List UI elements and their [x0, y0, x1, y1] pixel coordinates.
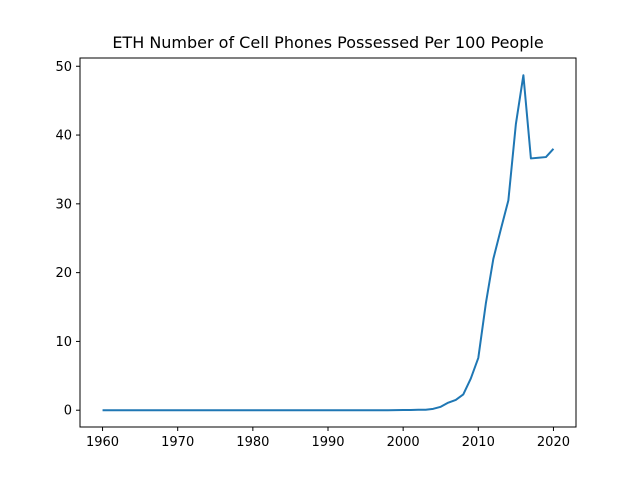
x-tick-label: 2000 [387, 435, 420, 450]
y-tick-label: 50 [55, 60, 72, 75]
x-tick-label: 1970 [161, 435, 194, 450]
y-tick-label: 30 [55, 197, 72, 212]
y-tick-label: 0 [64, 404, 72, 419]
x-tick-label: 1990 [311, 435, 344, 450]
axes-frame [79, 57, 577, 428]
chart-title: ETH Number of Cell Phones Possessed Per … [112, 33, 543, 52]
x-tick-label: 2010 [462, 435, 495, 450]
y-tick-label: 40 [55, 129, 72, 144]
x-tick-label: 1980 [236, 435, 269, 450]
x-tick-label: 2020 [537, 435, 570, 450]
y-tick-label: 10 [55, 335, 72, 350]
y-tick-label: 20 [55, 266, 72, 281]
series-line [102, 74, 555, 412]
x-tick-label: 1960 [86, 435, 119, 450]
